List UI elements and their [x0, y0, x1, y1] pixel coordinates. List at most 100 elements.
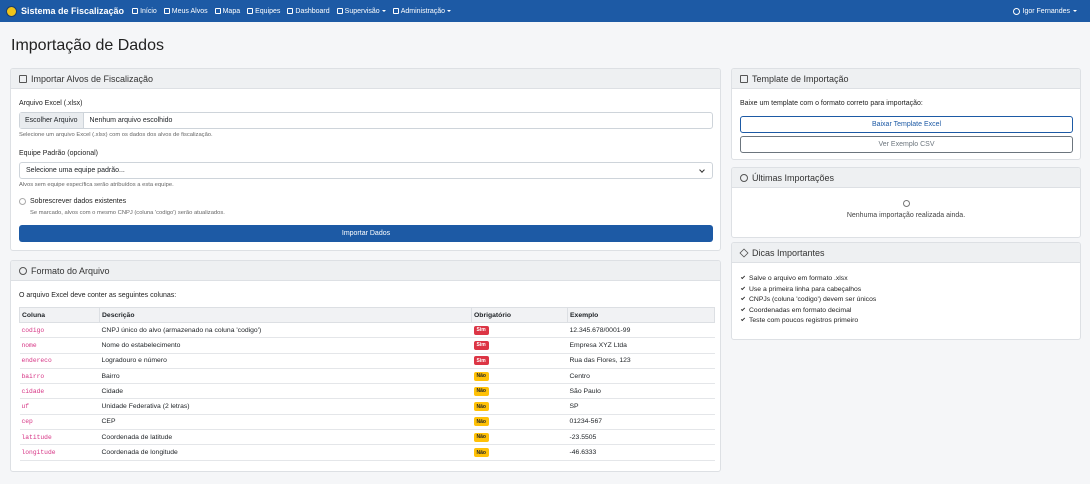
caret [447, 10, 452, 14]
table-cell: -46.6333 [567, 444, 715, 461]
nav-text[interactable]: Meus Alvos [171, 7, 208, 15]
tip-text: Teste com poucos registros primeiro [749, 317, 859, 324]
recent-empty: Nenhuma importação realizada ainda. [846, 212, 966, 219]
nav-text[interactable]: Equipes [255, 7, 281, 15]
table-cell: Sim [471, 337, 568, 354]
required-badge: Sim [473, 325, 489, 335]
icon [740, 74, 748, 83]
file-label: Arquivo Excel (.xlsx) [19, 100, 83, 107]
info-icon [903, 200, 910, 207]
nav-icon [163, 8, 170, 14]
team-label: Equipe Padrão (opcional) [19, 150, 98, 157]
tip-item: Use a primeira linha para cabeçalhos [740, 285, 862, 293]
table-cell: Centro [567, 368, 715, 385]
nav-items: Início Meus Alvos Mapa Equipes Dashboard Supe… [132, 8, 458, 15]
column-header: Coluna [19, 307, 100, 323]
submit-button[interactable]: Importar Dados [19, 225, 713, 242]
select-caret [699, 167, 705, 173]
user-name[interactable]: Igor Fernandes [1022, 7, 1070, 15]
file-button[interactable]: Escolher Arquivo [20, 113, 84, 128]
tip-text: Salve o arquivo em formato .xlsx [749, 275, 848, 282]
table-header: Coluna Descrição Obrigatório Exemplo [19, 307, 715, 323]
column-name: cep [21, 418, 33, 426]
nav-item[interactable]: Administração [392, 7, 452, 15]
table-cell: Bairro [99, 368, 472, 385]
table-cell: nome [19, 337, 100, 354]
card-title: Dicas Importantes [752, 247, 825, 258]
file-input[interactable]: Escolher Arquivo Nenhum arquivo escolhid… [19, 112, 713, 129]
card-header: Template de Importação [732, 69, 1080, 89]
caret [381, 10, 386, 14]
table-cell: -23.5505 [567, 429, 715, 446]
team-select[interactable]: Selecione uma equipe padrão... [19, 162, 713, 179]
nav-item[interactable]: Início [132, 8, 157, 15]
check-icon [740, 274, 746, 280]
table-row: bairro Bairro Não Centro [19, 368, 715, 385]
nav-icon [247, 8, 254, 14]
nav-text[interactable]: Dashboard [295, 7, 330, 15]
submit-text[interactable]: Importar Dados [341, 230, 391, 237]
table-cell: Sim [471, 322, 568, 339]
nav-item[interactable]: Equipes [247, 8, 280, 15]
check-icon [740, 295, 746, 301]
nav-text[interactable]: Administração [400, 7, 446, 15]
tip-item: Teste com poucos registros primeiro [740, 316, 859, 324]
import-card: Importar Alvos de Fiscalização Arquivo E… [10, 68, 721, 251]
team-placeholder: Selecione uma equipe padrão... [26, 167, 125, 174]
card-header: Formato do Arquivo [11, 261, 720, 281]
column-name: nome [21, 341, 37, 349]
check-icon [740, 306, 746, 311]
table-row: latitude Coordenada de latitude Não -23.550… [19, 429, 715, 446]
table-cell: longitude [19, 444, 100, 461]
overwrite-label[interactable]: Sobrescrever dados existentes [30, 198, 127, 205]
column-name: latitude [21, 433, 52, 441]
table-row: cidade Cidade Não São Paulo [19, 383, 715, 400]
nav-text[interactable]: Mapa [222, 7, 241, 15]
nav-item[interactable]: Meus Alvos [163, 7, 208, 15]
table-row: codigo CNPJ único do alvo (armazenado na … [19, 322, 715, 339]
table-cell: 12.345.678/0001-99 [567, 322, 715, 339]
nav-item[interactable]: Dashboard [287, 7, 330, 15]
nav-text[interactable]: Início [140, 7, 157, 15]
table-row: endereco Logradouro e número Sim Rua das Fl… [19, 353, 715, 369]
table-cell: bairro [19, 368, 100, 385]
table-row: nome Nome do estabelecimento Sim Empresa XY… [19, 337, 715, 354]
format-card: Formato do Arquivo O arquivo Excel deve … [10, 260, 721, 472]
column-name: codigo [21, 326, 45, 334]
icon [19, 266, 27, 275]
required-badge: Sim [473, 356, 489, 366]
team-help: Alvos sem equipe específica serão atribu… [19, 182, 174, 188]
icon [740, 173, 748, 182]
required-badge: Não [473, 386, 489, 396]
table-cell: latitude [19, 429, 100, 446]
table-cell: Não [471, 414, 568, 431]
table-cell: cep [19, 414, 100, 431]
table-cell: codigo [19, 322, 100, 339]
column-header: Obrigatório [471, 307, 568, 323]
download-text[interactable]: Baixar Template Excel [871, 121, 942, 128]
example-text[interactable]: Ver Exemplo CSV [878, 141, 935, 148]
user-menu[interactable]: Igor Fernandes [1012, 0, 1077, 22]
table-cell: endereco [19, 353, 100, 369]
table-row: uf Unidade Federativa (2 letras) Não SP [19, 398, 715, 415]
download-button[interactable]: Baixar Template Excel [740, 116, 1073, 133]
table-cell: Não [471, 429, 568, 446]
nav-item[interactable]: Mapa [214, 7, 241, 15]
table-body: codigo CNPJ único do alvo (armazenado na … [19, 322, 715, 461]
table-cell: CEP [99, 414, 472, 431]
nav-text[interactable]: Supervisão [344, 7, 380, 15]
tip-text: Use a primeira linha para cabeçalhos [749, 285, 862, 293]
nav-item[interactable]: Supervisão [336, 7, 386, 15]
check-icon [740, 285, 746, 290]
card-title: Últimas Importações [752, 172, 835, 183]
overwrite-checkbox[interactable] [19, 198, 26, 205]
tip-text: CNPJs (coluna 'codigo') devem ser únicos [749, 296, 877, 303]
brand-text[interactable]: Sistema de Fiscalização [21, 6, 125, 16]
tip-text: Coordenadas em formato decimal [749, 306, 852, 314]
column-header: Descrição [99, 307, 472, 323]
example-button[interactable]: Ver Exemplo CSV [740, 136, 1073, 153]
table-row: cep CEP Não 01234-567 [19, 414, 715, 431]
brand[interactable]: Sistema de Fiscalização [6, 5, 125, 17]
